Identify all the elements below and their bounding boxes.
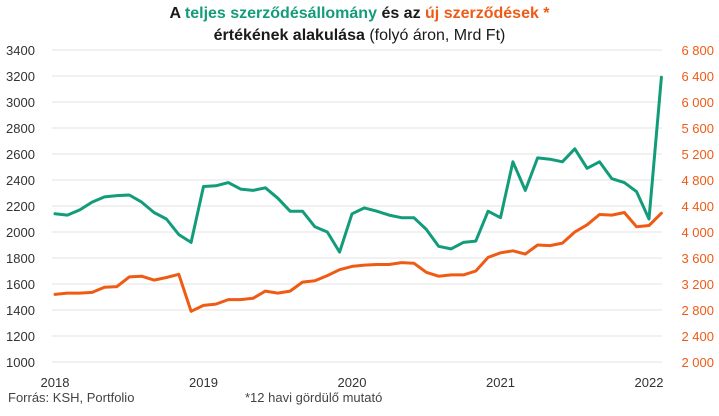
right-tick-label: 4 000	[681, 225, 714, 240]
x-tick-label: 2022	[635, 375, 664, 390]
left-tick-label: 2600	[6, 147, 35, 162]
footnote-text: *12 havi gördülő mutató	[245, 390, 383, 405]
chart-title-line-1: A teljes szerződésállomány és az új szer…	[0, 4, 719, 24]
right-tick-label: 3 600	[681, 251, 714, 266]
x-tick-label: 2021	[486, 375, 515, 390]
right-tick-label: 6 800	[681, 43, 714, 58]
chart-title-line-2: értékének alakulása (folyó áron, Mrd Ft)	[0, 26, 719, 46]
left-tick-label: 1000	[6, 355, 35, 370]
right-tick-label: 5 600	[681, 121, 714, 136]
right-tick-label: 5 200	[681, 147, 714, 162]
left-tick-label: 3200	[6, 69, 35, 84]
title-word-a: A	[169, 5, 181, 22]
left-tick-label: 3000	[6, 95, 35, 110]
right-tick-label: 6 000	[681, 95, 714, 110]
series-line-new-contracts	[53, 211, 663, 313]
left-tick-label: 1400	[6, 303, 35, 318]
title-unit: (folyó áron, Mrd Ft)	[369, 27, 506, 44]
left-tick-label: 3400	[6, 43, 35, 58]
series-line-total-stock	[53, 75, 663, 254]
left-tick-label: 2000	[6, 225, 35, 240]
left-tick-label: 2400	[6, 173, 35, 188]
x-tick-label: 2020	[338, 375, 367, 390]
right-axis-ticks: 2 000 2 400 2 800 3 200 3 600 4 000 4 400 4 800…	[681, 43, 714, 370]
left-tick-label: 2200	[6, 199, 35, 214]
series-lines	[53, 75, 663, 313]
x-axis-ticks: 2018 2019 2020 2021 2022	[41, 375, 664, 390]
left-tick-label: 1200	[6, 329, 35, 344]
source-text: Forrás: KSH, Portfolio	[8, 390, 135, 405]
title-total-stock: teljes szerződésállomány	[184, 5, 377, 22]
right-tick-label: 4 400	[681, 199, 714, 214]
gridlines	[52, 49, 662, 363]
right-tick-label: 6 400	[681, 69, 714, 84]
right-tick-label: 2 000	[681, 355, 714, 370]
right-tick-label: 2 800	[681, 303, 714, 318]
x-tick-label: 2018	[41, 375, 70, 390]
left-tick-label: 2800	[6, 121, 35, 136]
right-tick-label: 3 200	[681, 277, 714, 292]
title-evolution: értékének alakulása	[213, 27, 365, 44]
title-word-and: és az	[381, 5, 421, 22]
right-tick-label: 4 800	[681, 173, 714, 188]
title-new-contracts: új szerződések *	[425, 5, 550, 22]
left-tick-label: 1600	[6, 277, 35, 292]
right-tick-label: 2 400	[681, 329, 714, 344]
x-tick-label: 2019	[189, 375, 218, 390]
left-tick-label: 1800	[6, 251, 35, 266]
left-axis-ticks: 1000 1200 1400 1600 1800 2000 2200 2400 2600 2800…	[6, 43, 35, 370]
